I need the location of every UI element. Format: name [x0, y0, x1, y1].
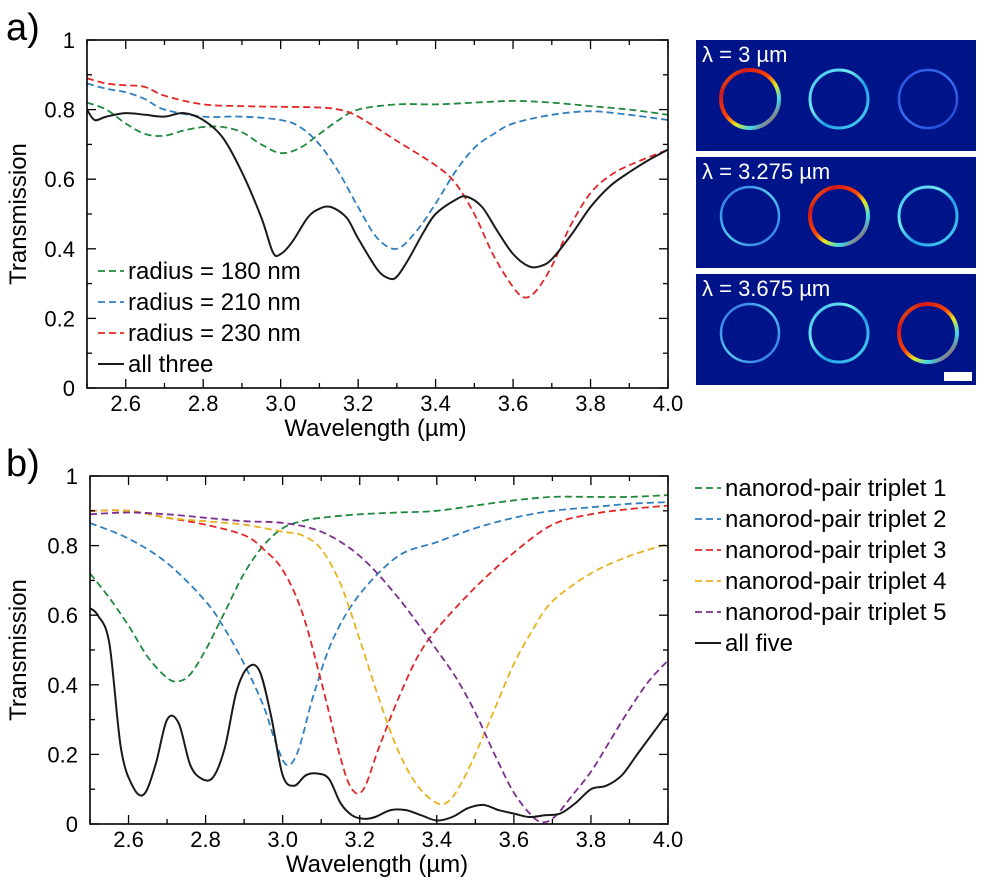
- panel-b-y-tick-label: 0.8: [47, 534, 78, 559]
- panel-a-series-radius-230-nm: [87, 77, 668, 299]
- panel-b-axes-frame: [89, 475, 669, 825]
- panel-b-label: b): [6, 443, 40, 485]
- legend-label-nanorod-pair-triplet-1: nanorod-pair triplet 1: [725, 475, 946, 502]
- panel-a-x-tick-label: 3.0: [265, 391, 296, 416]
- panel-a-chart: 2.6 2.8 3.0 3.2 3.4 3.6 3.8 4.0 0 0.2 0.4 0.6 0.8 1 Wa…: [5, 28, 683, 442]
- panel-a-y-tick-label: 1: [63, 28, 75, 53]
- panel-a-curves: [87, 77, 668, 299]
- panel-b-x-tick-label: 3.8: [576, 827, 607, 852]
- field-map-label: λ = 3 µm: [702, 42, 787, 67]
- panel-a-x-tick-label: 3.8: [575, 391, 606, 416]
- panel-a-x-tick-label: 2.8: [188, 391, 219, 416]
- panel-a-series-radius-210-nm: [87, 82, 668, 250]
- nanoring-dim: [897, 68, 959, 130]
- field-map-panel: [696, 157, 976, 268]
- panel-b-series-nanorod-pair-triplet-1: [90, 494, 668, 683]
- panel-b-y-tick-label: 0: [66, 812, 78, 837]
- legend-label-all-five: all five: [725, 630, 793, 657]
- panel-b-x-tick-label: 3.4: [422, 827, 453, 852]
- panel-b-series-nanorod-pair-triplet-5: [90, 511, 668, 824]
- legend-label-nanorod-pair-triplet-4: nanorod-pair triplet 4: [725, 568, 946, 595]
- panel-a-y-tick-label: 0.6: [44, 167, 75, 192]
- panel-b-x-tick-label: 2.8: [190, 827, 221, 852]
- nanoring-hot: [808, 185, 870, 247]
- panel-a-y-tick-label: 0: [63, 376, 75, 401]
- nanoring-faint: [719, 302, 781, 364]
- panel-a-x-tick-label: 4.0: [653, 391, 684, 416]
- legend-label-nanorod-pair-triplet-5: nanorod-pair triplet 5: [725, 599, 946, 626]
- panel-a-y-tick-label: 0.8: [44, 98, 75, 123]
- panel-a-y-tick-label: 0.4: [44, 237, 75, 262]
- panel-b-y-tick-label: 0.6: [47, 603, 78, 628]
- legend-label-radius-210-nm: radius = 210 nm: [128, 289, 301, 316]
- panel-b-legend: nanorod-pair triplet 1 nanorod-pair tripl…: [695, 475, 946, 657]
- nanoring-hot: [719, 68, 781, 130]
- panel-b-x-tick-label: 4.0: [653, 827, 684, 852]
- panel-a-series-all-three: [87, 108, 668, 281]
- panel-b-y-tick-label: 1: [66, 464, 78, 489]
- panel-b-curves: [90, 494, 668, 824]
- field-map-label: λ = 3.275 µm: [702, 159, 830, 184]
- panel-b-x-tick-label: 3.0: [267, 827, 298, 852]
- field-map-panel: [696, 40, 976, 151]
- panel-b-series-nanorod-pair-triplet-3: [90, 504, 668, 795]
- field-map-inset: λ = 3 µm λ = 3.275 µm λ = 3.675 µm: [696, 40, 976, 385]
- nanoring-hot: [897, 302, 959, 364]
- panel-a-y-axis-title: Transmission: [5, 143, 32, 285]
- panel-a-series-radius-180-nm: [87, 99, 668, 155]
- panel-b-series-all-five: [90, 607, 668, 822]
- panel-b-x-axis-title: Wavelength (µm): [286, 851, 468, 878]
- panel-b-chart: 2.6 2.8 3.0 3.2 3.4 3.6 3.8 4.0 0 0.2 0.4 0.6 0.8 1 Wa…: [5, 464, 946, 878]
- panel-b-y-tick-label: 0.2: [47, 742, 78, 767]
- legend-label-radius-230-nm: radius = 230 nm: [128, 320, 301, 347]
- panel-b-x-tick-label: 2.6: [113, 827, 144, 852]
- panel-a-x-tick-label: 3.4: [420, 391, 451, 416]
- panel-b-y-axis-title: Transmission: [5, 579, 32, 721]
- legend-label-nanorod-pair-triplet-2: nanorod-pair triplet 2: [725, 506, 946, 533]
- panel-a-y-tick-label: 0.2: [44, 306, 75, 331]
- panel-a-x-tick-label: 3.6: [498, 391, 529, 416]
- legend-label-nanorod-pair-triplet-3: nanorod-pair triplet 3: [725, 537, 946, 564]
- panel-b-x-tick-label: 3.2: [344, 827, 375, 852]
- panel-a-x-axis-title: Wavelength (µm): [284, 415, 466, 442]
- panel-a-label: a): [6, 7, 40, 49]
- nanoring-medium: [897, 185, 959, 247]
- nanoring-medium: [808, 302, 870, 364]
- panel-a-x-tick-label: 2.6: [110, 391, 141, 416]
- panel-a-legend: radius = 180 nm radius = 210 nm radius = 2…: [98, 258, 301, 378]
- nanoring-faint: [719, 185, 781, 247]
- legend-label-all-three: all three: [128, 351, 213, 378]
- scale-bar: [944, 372, 972, 381]
- legend-label-radius-180-nm: radius = 180 nm: [128, 258, 301, 285]
- panel-b-x-tick-label: 3.6: [499, 827, 530, 852]
- panel-b-y-tick-label: 0.4: [47, 673, 78, 698]
- nanoring-medium: [808, 68, 870, 130]
- field-map-label: λ = 3.675 µm: [702, 276, 830, 301]
- panel-b-series-nanorod-pair-triplet-4: [90, 509, 668, 806]
- panel-b-series-nanorod-pair-triplet-2: [90, 501, 668, 767]
- panel-a-x-tick-label: 3.2: [343, 391, 374, 416]
- field-map-panel: [696, 274, 976, 385]
